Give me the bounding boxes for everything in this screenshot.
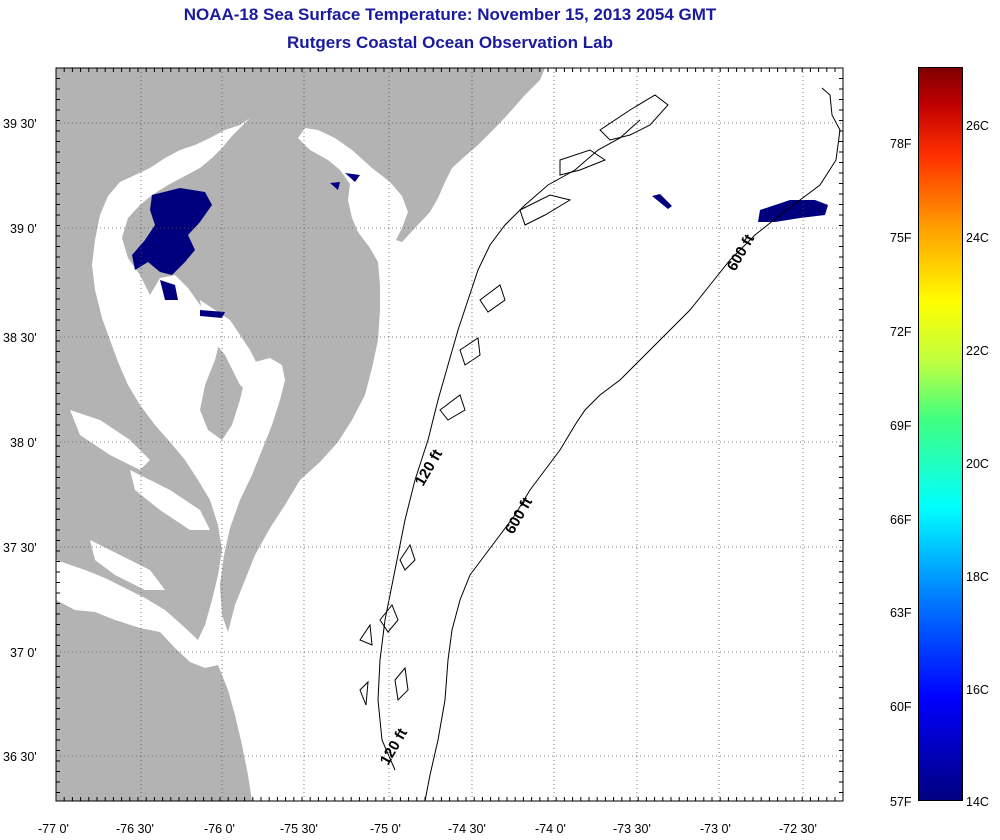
map-title: NOAA-18 Sea Surface Temperature: Novembe… <box>183 5 717 24</box>
lon-label: -74 30' <box>448 822 486 836</box>
lon-label: -72 30' <box>779 822 817 836</box>
colorbar-c-label: 20C <box>966 457 989 471</box>
colorbar-c-label: 24C <box>966 231 989 245</box>
colorbar-f-label: 69F <box>890 419 912 433</box>
cold-water-patches <box>132 173 828 318</box>
colorbar-f-label: 60F <box>890 700 912 714</box>
lat-label: 38 30' <box>3 331 37 345</box>
lon-label: -77 0' <box>38 822 69 836</box>
lon-label: -75 0' <box>370 822 401 836</box>
colorbar-c-label: 22C <box>966 344 989 358</box>
virginia-land <box>56 600 252 801</box>
lat-label: 39 0' <box>10 222 37 236</box>
colorbar-c-label: 26C <box>966 119 989 133</box>
isobath-label-600ft-east: 600 ft <box>724 232 758 274</box>
map-subtitle: Rutgers Coastal Ocean Observation Lab <box>287 33 613 52</box>
colorbar-c-label: 18C <box>966 570 989 584</box>
lon-label: -76 30' <box>116 822 154 836</box>
colorbar-f-label: 57F <box>890 795 912 809</box>
lat-label: 39 30' <box>3 117 37 131</box>
lon-label: -74 0' <box>535 822 566 836</box>
isobath-label-120ft-north: 120 ft <box>412 447 446 489</box>
lat-label: 38 0' <box>10 436 37 450</box>
colorbar-f-label: 78F <box>890 137 912 151</box>
lon-label: -76 0' <box>204 822 235 836</box>
lat-label: 37 30' <box>3 541 37 555</box>
colorbar-f-label: 75F <box>890 231 912 245</box>
lon-label: -73 30' <box>613 822 651 836</box>
isobath-label-600ft-central: 600 ft <box>502 495 536 537</box>
lon-label: -75 30' <box>280 822 318 836</box>
lat-label: 37 0' <box>10 646 37 660</box>
lat-label: 36 30' <box>3 750 37 764</box>
colorbar-c-label: 14C <box>966 795 989 809</box>
colorbar-f-label: 66F <box>890 513 912 527</box>
isobath-600ft <box>424 87 841 801</box>
temperature-colorbar <box>918 67 963 801</box>
isobath-label-120ft-south: 120 ft <box>377 726 411 768</box>
colorbar-f-label: 72F <box>890 325 912 339</box>
lon-label: -73 0' <box>700 822 731 836</box>
isobath-120ft <box>377 119 641 771</box>
colorbar-f-label: 63F <box>890 606 912 620</box>
colorbar-c-label: 16C <box>966 683 989 697</box>
